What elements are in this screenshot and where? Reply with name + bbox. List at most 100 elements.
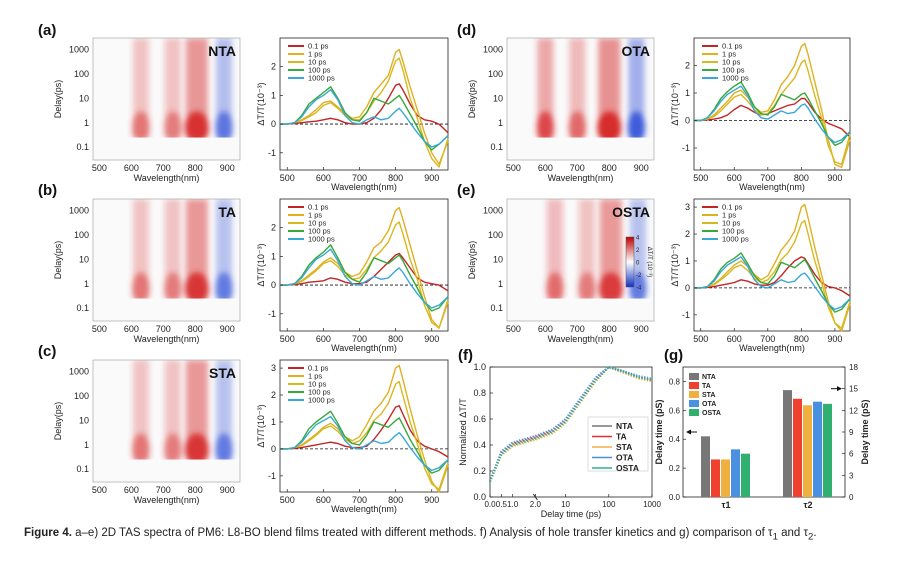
x-tick-label: 900 [827,334,842,344]
y-tick-label: 100 [74,391,89,401]
x-axis-title: Wavelength(nm) [331,504,397,514]
x-axis-title: Wavelength(nm) [548,334,614,344]
series-line [280,48,449,166]
y-tick-label: 10 [79,93,89,103]
x-tick-label: 600 [316,495,331,505]
series-line [694,203,851,332]
legend-label: 10 ps [308,380,327,389]
legend-label: 1 ps [722,50,736,59]
legend-label: NTA [702,374,716,381]
x-tick-label: 900 [220,485,235,495]
legend-label: 1000 ps [308,396,335,405]
y-tick-label: 1 [271,417,276,427]
x-tick-label: 10 [561,500,570,509]
heatmap-peak [597,111,622,144]
bar [803,405,812,497]
y-tick-label: 0.8 [473,388,486,398]
y-axis-title: ΔT/T(10⁻³) [256,82,266,125]
legend-label: 10 ps [308,58,327,67]
x-tick-label: 700 [352,173,367,183]
y-tick-label-right: 12 [849,406,858,415]
y-tick-label: 0.1 [76,142,89,152]
heatmap-band [185,360,208,460]
x-tick-label: 500 [92,485,107,495]
y-tick-label: 1000 [69,367,89,377]
colorbar-tick: -4 [636,286,642,292]
figure-caption: Figure 4. a–e) 2D TAS spectra of PM6: L8… [24,525,884,545]
y-axis-title: ΔT/T(10⁻³) [256,404,266,447]
x-tick-label: 900 [634,324,649,334]
x-tick-label: 700 [760,173,775,183]
y-tick-label: 10 [493,254,503,264]
heatmap-bands [536,38,646,144]
caption-end: . [813,527,817,539]
y-tick-label: 0.6 [473,414,486,424]
sample-label: OTA [621,43,650,59]
legend-label: 0.1 ps [722,42,743,51]
panel-label: (d) [457,22,476,39]
legend-label: 10 ps [722,58,741,67]
series-line [280,244,449,312]
y-tick-label: 0.0 [473,492,486,502]
plot-frame [693,198,851,332]
x-tick-label: 900 [424,334,439,344]
heatmap-peak [627,111,646,144]
heatmap-band [185,38,208,138]
heatmap-panel: (d) 500 600 700 800 900 Wavelength(nm) 1000 100 1… [457,22,655,183]
y-tick-label: 10 [493,93,503,103]
series-line [280,206,449,329]
x-tick-label: 800 [602,163,617,173]
x-tick-label: 900 [634,163,649,173]
x-tick-label: 500 [693,173,708,183]
bar [731,449,740,497]
bar [783,390,792,497]
panel-label: (g) [664,347,683,364]
heatmap-peak [546,272,564,305]
x-tick-label: 800 [188,324,203,334]
x-tick-label: 500 [92,163,107,173]
sample-label: TA [218,204,236,220]
x-tick-label: 800 [188,163,203,173]
series-line [280,88,449,148]
heatmap-band [164,38,181,138]
heatmap-peak [215,111,233,144]
series-line [694,252,851,313]
y-tick-label: 100 [74,69,89,79]
colorbar-tick: 4 [636,236,640,242]
legend-label: 0.1 ps [308,364,329,373]
y-tick-label: 2 [271,390,276,400]
heatmap-frame [92,37,241,161]
pre-time-zero [93,298,240,321]
heatmap-peak [164,433,182,466]
heatmap-image [93,360,240,482]
y-tick-label: -1 [268,471,276,481]
plot-frame [279,37,449,171]
colorbar-tick: 2 [636,248,640,254]
pre-time-zero [507,137,654,160]
legend-label: TA [616,432,627,442]
y-tick-label: 100 [488,69,503,79]
y-tick-label: 1000 [483,45,503,55]
legend-swatch [689,373,699,380]
pre-time-zero [93,459,240,482]
heatmap-frame [92,198,241,322]
pre-time-zero [507,298,654,321]
x-tick-label: 500 [280,334,295,344]
y-tick-label-right: 6 [849,450,854,459]
y-tick-label: 0 [271,444,276,454]
x-tick-label: 700 [760,334,775,344]
series-line [280,410,449,474]
series-line [694,81,851,147]
y-tick-label: 1 [271,90,276,100]
x-tick-label: 500 [506,163,521,173]
y-tick-label-right: 18 [849,363,858,372]
series-line [280,415,449,472]
heatmap-panel: (a) 500 600 700 800 900 Wavelength(nm) 1000 100 1… [38,22,241,183]
x-tick-label: 1.0 [507,500,519,509]
y-tick-label: 2 [271,62,276,72]
legend-label: 1000 ps [308,235,335,244]
heatmap-band [569,38,586,138]
heatmap-band [546,199,563,299]
legend-label: STA [702,392,715,399]
plot-frame [279,198,449,332]
